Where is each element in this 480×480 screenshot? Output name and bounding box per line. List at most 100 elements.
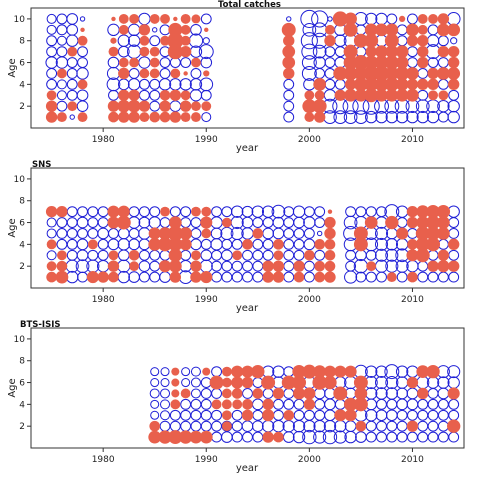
positive-bubble	[385, 248, 399, 262]
positive-bubble	[66, 78, 78, 90]
y-tick-label: 10	[14, 15, 26, 25]
y-tick-label: 4	[19, 80, 25, 90]
positive-bubble	[293, 216, 305, 229]
y-tick-label: 6	[19, 59, 25, 69]
positive-bubble	[314, 217, 326, 228]
positive-bubble	[407, 57, 418, 68]
negative-bubble	[128, 249, 140, 261]
negative-bubble	[116, 215, 131, 230]
positive-bubble	[210, 216, 223, 229]
small-bubble	[204, 27, 209, 33]
positive-bubble	[77, 57, 88, 68]
negative-bubble	[191, 57, 201, 68]
negative-bubble	[117, 99, 131, 113]
negative-bubble	[57, 68, 67, 79]
positive-bubble	[448, 249, 460, 261]
positive-bubble	[395, 365, 409, 378]
negative-bubble	[57, 112, 67, 123]
negative-bubble	[202, 367, 211, 376]
positive-bubble	[190, 238, 202, 251]
negative-bubble	[138, 24, 151, 36]
y-axis-label: Age	[7, 218, 18, 237]
positive-bubble	[221, 206, 233, 218]
positive-bubble	[77, 271, 88, 283]
y-tick-label: 8	[19, 37, 25, 47]
negative-bubble	[180, 13, 191, 24]
positive-bubble	[241, 205, 254, 218]
positive-bubble	[160, 388, 171, 399]
positive-bubble	[376, 431, 387, 443]
y-tick-label: 10	[14, 335, 26, 345]
positive-bubble	[417, 398, 429, 410]
positive-bubble	[396, 398, 408, 411]
y-tick-label: 2	[19, 102, 25, 112]
negative-bubble	[428, 90, 438, 101]
negative-bubble	[353, 33, 368, 48]
negative-bubble	[168, 430, 183, 445]
negative-bubble	[272, 271, 285, 283]
positive-bubble	[149, 100, 161, 112]
positive-bubble	[66, 13, 79, 25]
negative-bubble	[191, 101, 201, 112]
x-tick-label: 2000	[298, 455, 321, 465]
positive-bubble	[417, 271, 429, 283]
negative-bubble	[107, 205, 120, 218]
positive-bubble	[149, 78, 161, 90]
positive-bubble	[211, 366, 223, 378]
negative-bubble	[416, 205, 430, 218]
negative-bubble	[167, 225, 183, 241]
negative-bubble	[168, 259, 182, 273]
positive-bubble	[169, 100, 182, 113]
positive-bubble	[117, 34, 130, 47]
positive-bubble	[241, 420, 254, 432]
negative-bubble	[57, 250, 67, 261]
positive-bubble	[179, 78, 192, 91]
positive-bubble	[159, 68, 171, 79]
negative-bubble	[231, 388, 243, 399]
positive-bubble	[149, 206, 161, 218]
negative-bubble	[406, 88, 419, 102]
positive-bubble	[77, 206, 88, 218]
positive-bubble	[138, 12, 151, 26]
positive-bubble	[178, 270, 193, 284]
positive-bubble	[211, 271, 223, 283]
positive-bubble	[386, 420, 398, 432]
negative-bubble	[128, 111, 140, 123]
negative-bubble	[158, 260, 172, 273]
negative-bubble	[283, 67, 295, 80]
negative-bubble	[118, 24, 129, 35]
negative-bubble	[171, 367, 180, 376]
negative-bubble	[415, 237, 430, 252]
positive-bubble	[345, 206, 357, 218]
positive-bubble	[66, 68, 78, 79]
negative-bubble	[304, 249, 315, 261]
negative-bubble	[417, 78, 429, 91]
positive-bubble	[66, 89, 78, 101]
positive-bubble	[365, 206, 377, 218]
negative-bubble	[426, 364, 440, 379]
negative-bubble	[191, 14, 201, 24]
negative-bubble	[108, 46, 119, 57]
negative-bubble	[160, 35, 170, 46]
positive-bubble	[272, 227, 285, 240]
positive-bubble	[396, 420, 408, 432]
positive-bubble	[283, 249, 295, 261]
negative-bubble	[395, 78, 409, 91]
x-axis-label: year	[236, 303, 259, 314]
y-tick-label: 6	[19, 379, 25, 389]
positive-bubble	[262, 227, 274, 240]
negative-bubble	[158, 430, 172, 444]
negative-bubble	[447, 387, 460, 400]
positive-bubble	[138, 249, 150, 261]
positive-bubble	[127, 78, 141, 91]
positive-bubble	[283, 271, 295, 283]
positive-bubble	[56, 79, 67, 90]
negative-bubble	[189, 430, 203, 444]
small-bubble	[79, 16, 86, 22]
y-axis-label: Age	[7, 58, 18, 77]
positive-bubble	[386, 13, 398, 25]
negative-bubble	[437, 23, 450, 37]
negative-bubble	[374, 55, 389, 70]
positive-bubble	[77, 228, 88, 239]
